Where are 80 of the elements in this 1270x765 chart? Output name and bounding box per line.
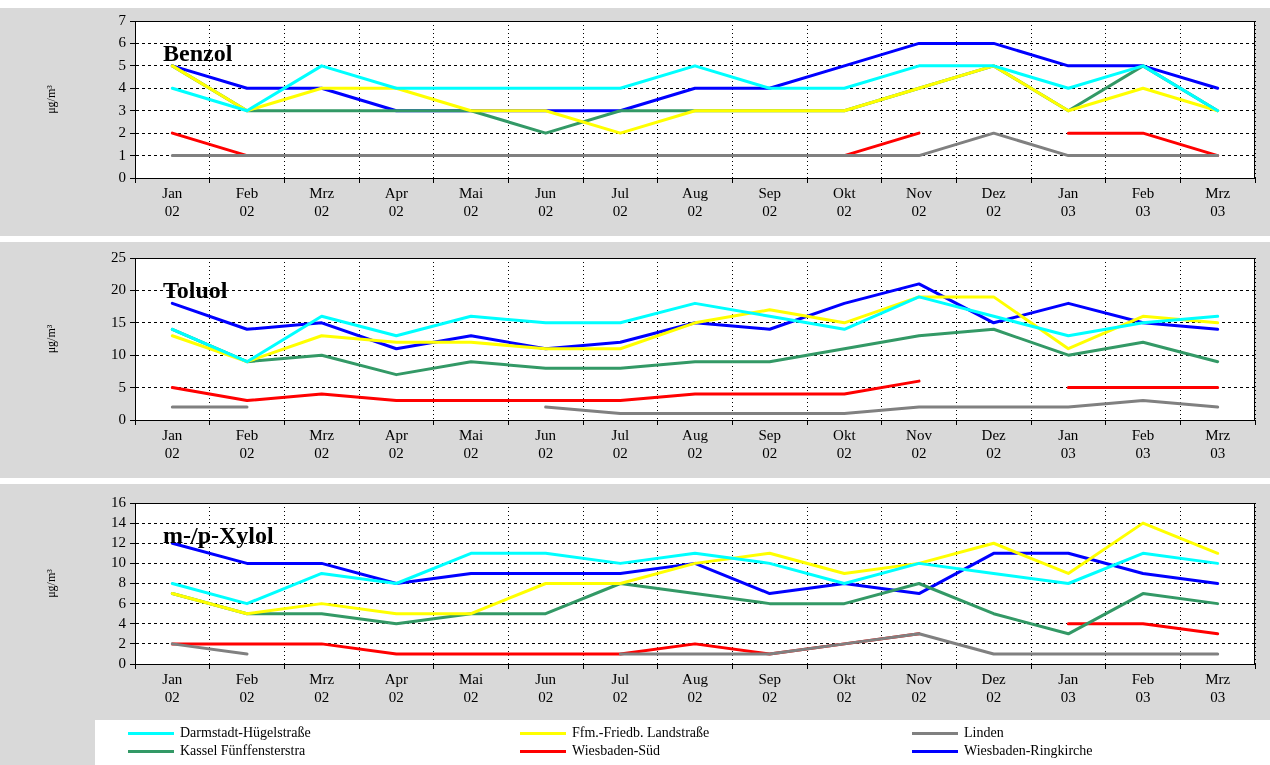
x-tick-label: Mrz 03 bbox=[1205, 670, 1231, 705]
x-tick-label: Mrz 03 bbox=[1205, 184, 1231, 219]
y-tick-label: 6 bbox=[118, 594, 127, 611]
legend-label: Wiesbaden-Ringkirche bbox=[964, 743, 1093, 759]
x-tick-label: Dez 02 bbox=[981, 670, 1007, 705]
x-tick-label: Mrz 03 bbox=[1205, 426, 1231, 461]
x-tick-label: Sep 02 bbox=[758, 670, 781, 705]
x-tick-label: Mai 02 bbox=[458, 426, 484, 461]
x-tick-label: Aug 02 bbox=[682, 670, 709, 705]
y-tick-label: 1 bbox=[118, 146, 126, 163]
y-tick-label: 10 bbox=[111, 554, 126, 571]
x-tick-label: Jan 03 bbox=[1058, 426, 1079, 461]
y-axis-title: μg/m³ bbox=[44, 84, 59, 114]
y-axis-title: μg/m³ bbox=[44, 324, 59, 354]
x-tick-label: Dez 02 bbox=[981, 426, 1007, 461]
y-tick-label: 16 bbox=[111, 493, 127, 510]
y-axis-title: μg/m³ bbox=[44, 568, 59, 598]
x-tick-label: Jan 03 bbox=[1058, 670, 1079, 705]
x-tick-label: Mrz 02 bbox=[309, 426, 335, 461]
x-tick-label: Mai 02 bbox=[458, 670, 484, 705]
y-tick-label: 10 bbox=[111, 346, 126, 363]
x-tick-label: Feb 02 bbox=[235, 184, 259, 219]
x-tick-label: Nov 02 bbox=[906, 184, 933, 219]
y-tick-label: 4 bbox=[118, 79, 127, 96]
x-tick-label: Jan 03 bbox=[1058, 184, 1079, 219]
y-tick-label: 2 bbox=[118, 124, 126, 141]
x-tick-label: Apr 02 bbox=[384, 670, 408, 705]
y-tick-label: 7 bbox=[118, 11, 127, 28]
y-tick-label: 2 bbox=[118, 634, 126, 651]
legend-label: Darmstadt-Hügelstraße bbox=[180, 725, 311, 741]
x-tick-label: Jul 02 bbox=[611, 426, 630, 461]
x-tick-label: Sep 02 bbox=[758, 184, 781, 219]
x-tick-label: Okt 02 bbox=[833, 426, 857, 461]
x-tick-label: Sep 02 bbox=[758, 426, 781, 461]
x-tick-label: Okt 02 bbox=[833, 670, 857, 705]
y-tick-label: 8 bbox=[118, 574, 126, 591]
legend-label: Kassel Fünffensterstra bbox=[180, 743, 306, 759]
x-tick-label: Jun 02 bbox=[535, 184, 557, 219]
y-tick-label: 0 bbox=[118, 654, 126, 671]
x-tick-label: Apr 02 bbox=[384, 184, 408, 219]
y-tick-label: 0 bbox=[118, 410, 126, 427]
legend-label: Linden bbox=[964, 725, 1004, 741]
y-tick-label: 6 bbox=[118, 34, 127, 51]
y-tick-label: 5 bbox=[118, 56, 126, 73]
y-tick-label: 14 bbox=[111, 514, 127, 531]
legend-label: Wiesbaden-Süd bbox=[572, 743, 661, 759]
x-tick-label: Feb 02 bbox=[235, 426, 259, 461]
x-tick-label: Nov 02 bbox=[906, 670, 933, 705]
legend-label: Ffm.-Friedb. Landstraße bbox=[572, 725, 710, 741]
y-tick-label: 0 bbox=[118, 168, 126, 185]
x-tick-label: Jan 02 bbox=[162, 184, 183, 219]
text: m-/p-Xylol bbox=[163, 522, 274, 548]
x-tick-label: Aug 02 bbox=[682, 184, 709, 219]
y-tick-label: 3 bbox=[118, 101, 126, 118]
y-tick-label: 12 bbox=[111, 534, 126, 551]
x-tick-label: Feb 03 bbox=[1131, 426, 1155, 461]
text: Benzol bbox=[163, 40, 233, 66]
x-tick-label: Apr 02 bbox=[384, 426, 408, 461]
x-tick-label: Feb 02 bbox=[235, 670, 259, 705]
x-tick-label: Jan 02 bbox=[162, 670, 183, 705]
x-tick-label: Nov 02 bbox=[906, 426, 933, 461]
x-tick-label: Aug 02 bbox=[682, 426, 709, 461]
text: Toluol bbox=[163, 277, 228, 303]
x-tick-label: Feb 03 bbox=[1131, 670, 1155, 705]
x-tick-label: Jun 02 bbox=[535, 426, 557, 461]
x-tick-label: Mrz 02 bbox=[309, 184, 335, 219]
x-tick-label: Jun 02 bbox=[535, 670, 557, 705]
y-tick-label: 5 bbox=[118, 378, 126, 395]
x-tick-label: Mrz 02 bbox=[309, 670, 335, 705]
y-tick-label: 15 bbox=[111, 313, 126, 330]
y-tick-label: 4 bbox=[118, 614, 127, 631]
y-tick-label: 20 bbox=[111, 281, 126, 298]
x-tick-label: Okt 02 bbox=[833, 184, 857, 219]
y-tick-label: 25 bbox=[111, 248, 126, 265]
x-tick-label: Jul 02 bbox=[611, 184, 630, 219]
x-tick-label: Jul 02 bbox=[611, 670, 630, 705]
x-tick-label: Mai 02 bbox=[458, 184, 484, 219]
x-tick-label: Feb 03 bbox=[1131, 184, 1155, 219]
x-tick-label: Jan 02 bbox=[162, 426, 183, 461]
x-tick-label: Dez 02 bbox=[981, 184, 1007, 219]
